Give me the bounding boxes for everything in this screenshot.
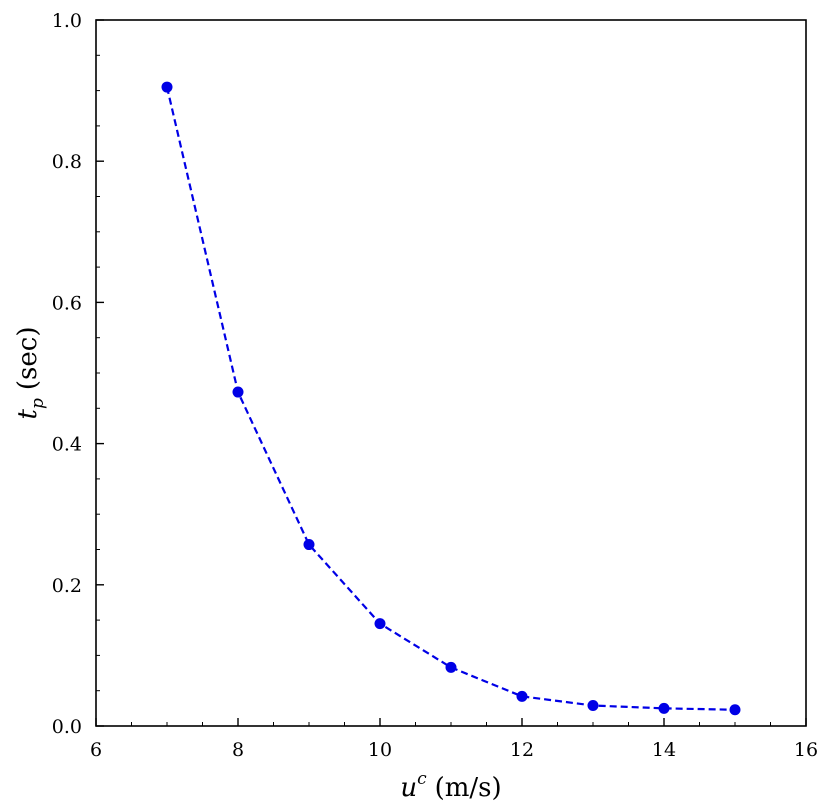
y-tick-label: 0.6 bbox=[52, 292, 82, 314]
x-axis-unit: (m/s) bbox=[435, 773, 502, 803]
data-point bbox=[161, 81, 173, 93]
data-point bbox=[374, 618, 386, 630]
y-axis-label: tp (sec) bbox=[13, 327, 48, 420]
data-points bbox=[161, 81, 741, 716]
series-line bbox=[165, 86, 736, 711]
data-point bbox=[516, 690, 528, 702]
x-axis-variable: u bbox=[400, 773, 417, 803]
plot-frame bbox=[95, 19, 807, 727]
data-point bbox=[729, 704, 741, 716]
tick-labels: 6 8 10 12 14 16 0.0 0.2 0.4 0.6 0.8 1.0 bbox=[52, 10, 818, 761]
x-axis-superscript: c bbox=[417, 769, 427, 789]
x-tick-label: 14 bbox=[652, 739, 676, 761]
y-tick-label: 1.0 bbox=[52, 10, 82, 32]
data-point bbox=[303, 539, 315, 551]
x-tick-label: 8 bbox=[232, 739, 244, 761]
data-point bbox=[658, 702, 670, 714]
data-point bbox=[587, 700, 599, 712]
y-tick-label: 0.2 bbox=[52, 575, 82, 597]
x-tick-label: 10 bbox=[368, 739, 392, 761]
axis-ticks bbox=[95, 19, 807, 727]
data-point bbox=[445, 661, 457, 673]
y-axis-variable: t bbox=[13, 408, 43, 419]
y-tick-label: 0.8 bbox=[52, 151, 82, 173]
x-axis-label: uc (m/s) bbox=[400, 769, 501, 803]
y-tick-label: 0.0 bbox=[52, 716, 82, 738]
x-tick-label: 16 bbox=[794, 739, 818, 761]
y-axis-subscript: p bbox=[28, 398, 48, 409]
y-tick-label: 0.4 bbox=[52, 434, 82, 456]
x-tick-label: 12 bbox=[510, 739, 534, 761]
x-tick-label: 6 bbox=[90, 739, 102, 761]
data-point bbox=[232, 386, 244, 398]
y-axis-unit: (sec) bbox=[13, 327, 43, 391]
